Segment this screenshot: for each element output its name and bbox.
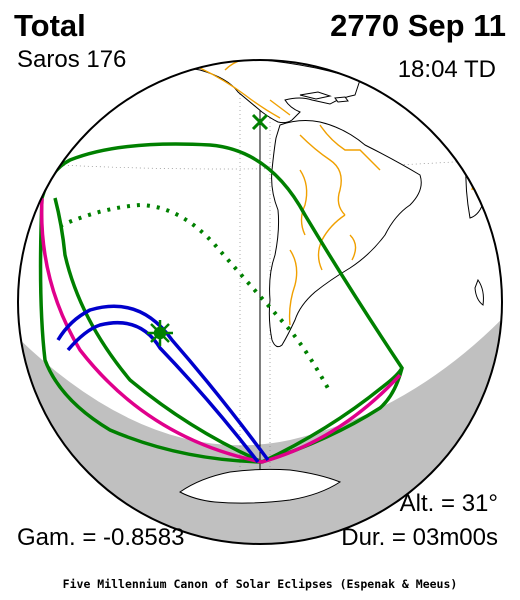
eclipse-time: 18:04 TD [397,56,496,83]
globe-outline [17,59,503,545]
cross-icon [251,113,269,131]
gamma: Gam. = -0.8583 [17,524,185,551]
duration: Dur. = 03m00s [341,524,498,551]
penumbra-limit [38,142,404,464]
umbral-path-south [66,320,260,464]
eclipse-date: 2770 Sep 11 [330,8,506,43]
eclipse-type: Total [14,8,86,43]
star-icon [147,320,173,346]
umbral-path-north [56,304,270,462]
footer-credit: Five Millennium Canon of Solar Eclipses … [62,577,458,591]
graticule [59,70,486,470]
contact-curve [39,197,402,464]
land-outlines [149,60,485,504]
altitude: Alt. = 31° [399,490,498,517]
penumbra-inner [53,197,263,464]
saros-number: Saros 176 [17,46,127,73]
central-line [59,202,332,393]
penumbra-east [261,367,404,464]
